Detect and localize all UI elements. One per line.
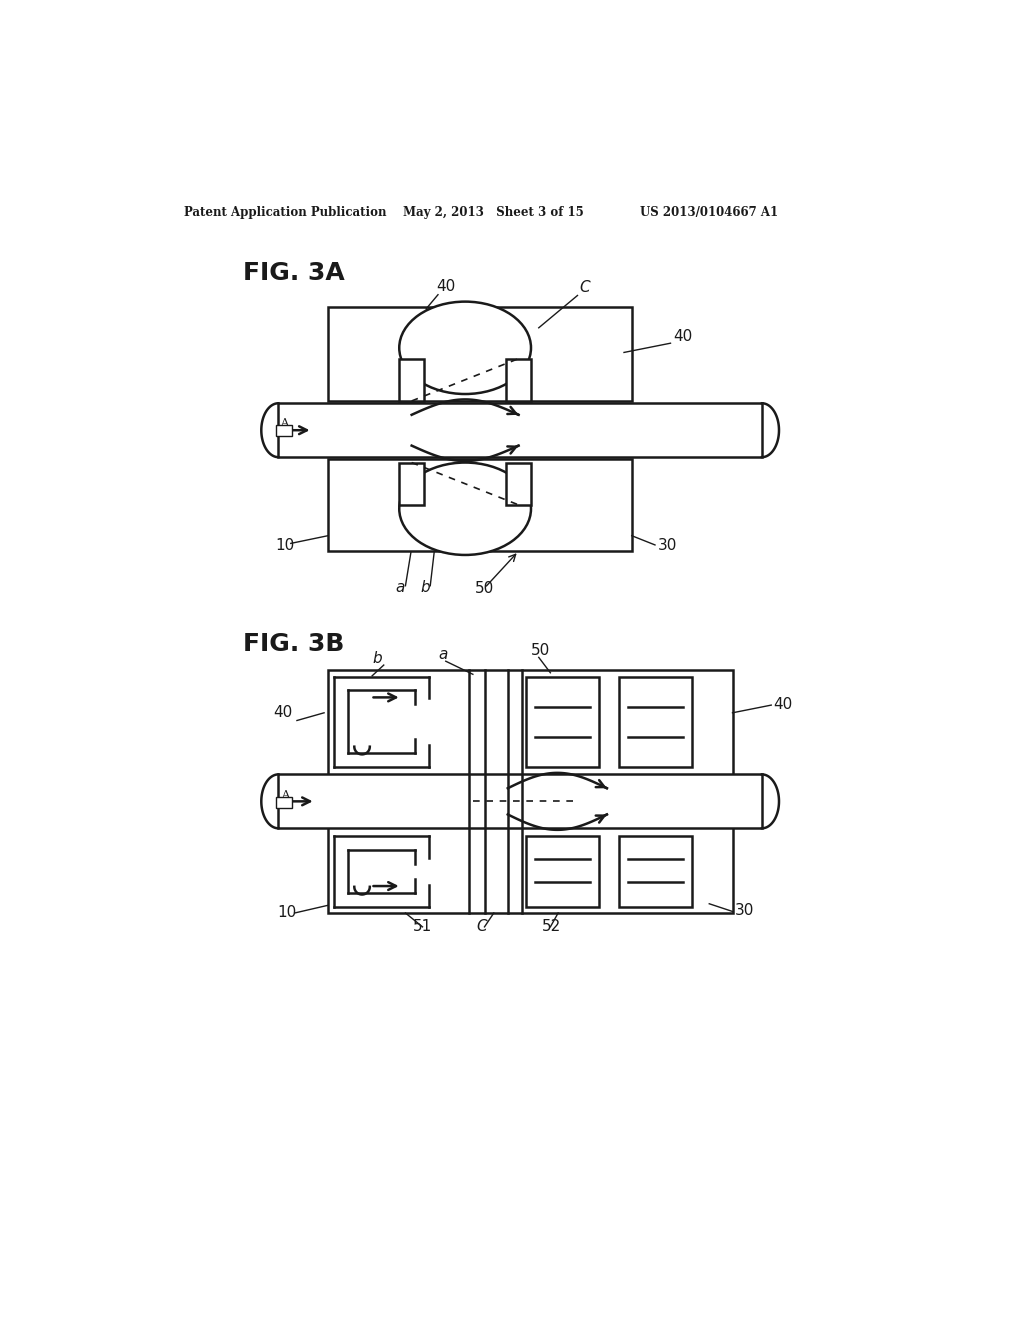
Text: b: b: [421, 579, 430, 595]
Bar: [525, 677, 599, 767]
Text: C: C: [477, 919, 487, 933]
Bar: [618, 836, 692, 907]
Text: b: b: [372, 651, 382, 665]
Bar: [525, 836, 599, 907]
Bar: [399, 359, 424, 401]
Text: 10: 10: [278, 904, 297, 920]
Text: FIG. 3B: FIG. 3B: [243, 632, 344, 656]
Bar: [276, 797, 292, 808]
Text: US 2013/0104667 A1: US 2013/0104667 A1: [640, 206, 777, 219]
Text: A: A: [280, 418, 288, 429]
Text: 40: 40: [773, 697, 793, 711]
Bar: [328, 308, 632, 401]
Ellipse shape: [399, 302, 531, 395]
Bar: [399, 462, 424, 506]
Ellipse shape: [399, 462, 531, 554]
Bar: [276, 425, 292, 436]
Text: FIG. 3A: FIG. 3A: [243, 261, 344, 285]
Bar: [328, 671, 732, 913]
Text: C: C: [579, 280, 590, 294]
Bar: [279, 775, 762, 829]
Text: 40: 40: [436, 279, 456, 294]
Bar: [618, 677, 692, 767]
Text: a: a: [395, 579, 404, 595]
Text: 40: 40: [273, 705, 293, 719]
Bar: [535, 862, 590, 882]
Text: A: A: [281, 789, 289, 800]
Bar: [535, 680, 590, 706]
Bar: [506, 462, 531, 506]
Text: 51: 51: [413, 919, 432, 933]
Text: 30: 30: [658, 537, 678, 553]
Bar: [535, 710, 590, 737]
Bar: [506, 359, 531, 401]
Text: 10: 10: [275, 537, 295, 553]
Bar: [279, 404, 762, 457]
Text: 52: 52: [542, 919, 561, 933]
Text: 50: 50: [475, 581, 495, 597]
Text: a: a: [438, 647, 447, 661]
Text: Patent Application Publication: Patent Application Publication: [183, 206, 386, 219]
Bar: [535, 840, 590, 859]
Text: May 2, 2013   Sheet 3 of 15: May 2, 2013 Sheet 3 of 15: [403, 206, 584, 219]
Bar: [328, 459, 632, 552]
Text: 30: 30: [735, 903, 755, 919]
Text: 50: 50: [531, 643, 550, 659]
Text: 40: 40: [674, 329, 693, 345]
